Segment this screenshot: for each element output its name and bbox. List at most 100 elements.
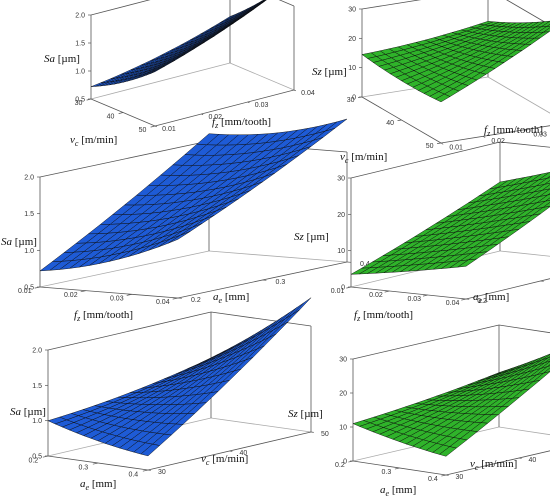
- x-tick-label: 30: [75, 100, 83, 107]
- z-tick-label: 1.5: [75, 41, 85, 48]
- surface-panel-a1: 30 40 50 0.01 0.02 0.03 0.04 0.5 1.0 1.5 2.0 Sa [µm…: [44, 0, 315, 148]
- box-edge-top-back-left: [361, 0, 422, 10]
- floor-edge-side: [499, 250, 550, 257]
- floor-edge-side: [487, 76, 550, 114]
- z-tick-label: 0: [341, 285, 345, 292]
- x-tick-label: 0.02: [64, 292, 78, 299]
- z-axis-label: Sa [µm]: [10, 406, 46, 418]
- x-tick-label: 0.4: [128, 471, 138, 478]
- x-tick-mark: [384, 290, 390, 293]
- y-tick-mark: [247, 101, 250, 104]
- z-tick-label: 1.0: [24, 248, 34, 255]
- box-edge-top-back-right: [498, 324, 550, 334]
- y-axis-label: ae [mm]: [213, 291, 249, 305]
- floor-edge-back: [39, 250, 210, 288]
- surface-mesh: [352, 353, 550, 457]
- z-tick-label: 2.0: [32, 348, 42, 355]
- z-axis-label: Sz [µm]: [288, 408, 323, 420]
- y-tick-mark: [201, 113, 204, 116]
- x-tick-mark: [126, 293, 133, 296]
- y-tick-label: 0.01: [162, 126, 176, 133]
- z-tick-label: 2.0: [75, 13, 85, 20]
- x-tick-label: 0.4: [428, 476, 438, 483]
- x-tick-label: 0.01: [331, 288, 345, 295]
- z-tick-label: 0: [343, 459, 347, 466]
- x-tick-mark: [92, 462, 99, 465]
- box-edge-top-back-right: [506, 0, 550, 26]
- box-edge-top-back-left: [350, 141, 501, 179]
- x-tick-label: 40: [107, 114, 115, 121]
- y-axis-label: fz [mm/tooth]: [212, 116, 271, 130]
- x-tick-mark: [172, 297, 179, 300]
- box-edge-top-back-left: [352, 324, 500, 360]
- y-axis-label: vc [m/min]: [201, 453, 248, 467]
- surface-mesh: [39, 118, 348, 272]
- x-tick-label: 0.03: [110, 296, 124, 303]
- surface-panel-a2: 0.01 0.02 0.03 0.04 0.2 0.3 0.4 0.5 1.0 1.5 2.0 Sa …: [1, 118, 370, 323]
- z-tick-label: 2.0: [24, 175, 34, 182]
- z-tick-label: 30: [339, 357, 347, 364]
- x-tick-mark: [118, 112, 124, 114]
- floor-edge-side: [208, 250, 348, 263]
- y-axis-label: vc [m/min]: [470, 458, 517, 472]
- floor-edge-side: [210, 417, 312, 433]
- box-edge-top-back-right: [210, 311, 312, 327]
- y-axis-line: [154, 89, 295, 127]
- x-tick-label: 50: [426, 143, 434, 150]
- z-axis-label: Sz [µm]: [294, 231, 329, 243]
- floor-edge-side: [229, 62, 295, 91]
- x-tick-mark: [394, 467, 400, 470]
- z-tick-label: 10: [337, 248, 345, 255]
- y-tick-label: 0.03: [533, 131, 547, 138]
- x-tick-mark: [441, 474, 447, 477]
- y-tick-label: 50: [321, 431, 329, 438]
- y-tick-label: 40: [528, 457, 536, 464]
- z-tick-label: 20: [337, 212, 345, 219]
- z-tick-label: 0.5: [24, 285, 34, 292]
- z-tick-label: 1.0: [32, 418, 42, 425]
- y-axis-line: [440, 125, 550, 144]
- surface-cell: [434, 93, 451, 103]
- y-tick-mark: [154, 125, 157, 128]
- z-axis-label: Sz [µm]: [312, 66, 347, 78]
- z-tick-label: 20: [339, 391, 347, 398]
- surface-cell: [438, 446, 457, 457]
- x-tick-label: 0.03: [407, 296, 421, 303]
- y-axis-label: ae [mm]: [473, 291, 509, 305]
- x-tick-mark: [142, 469, 149, 472]
- box-edge-top-back-left: [47, 311, 212, 351]
- surface-mesh: [350, 172, 550, 275]
- surface-cell: [292, 297, 312, 315]
- x-axis-label: ae [mm]: [80, 478, 116, 492]
- z-tick-label: 0: [352, 95, 356, 102]
- box-edge-top-back-right: [278, 0, 295, 7]
- z-tick-label: 1.5: [32, 383, 42, 390]
- x-tick-mark: [150, 125, 156, 128]
- surface-cell: [546, 24, 550, 27]
- y-tick-label: 0.2: [477, 298, 487, 305]
- x-tick-label: 0.3: [381, 469, 391, 476]
- floor-edge-back: [90, 62, 231, 100]
- y-tick-label: 0.01: [449, 145, 463, 152]
- x-tick-label: 0.04: [446, 300, 460, 307]
- y-tick-label: 0.03: [255, 102, 269, 109]
- y-tick-mark: [524, 129, 528, 132]
- surface-cell: [150, 65, 166, 74]
- y-tick-label: 0.2: [191, 297, 201, 304]
- box-edge-top-back-right: [499, 141, 550, 148]
- z-tick-label: 1.0: [75, 69, 85, 76]
- surface-cell: [457, 258, 477, 268]
- x-axis-label: fz [mm/tooth]: [354, 309, 413, 323]
- box-edge-top-back-left: [39, 140, 210, 178]
- x-tick-label: 0.2: [28, 457, 38, 464]
- y-tick-mark: [482, 136, 486, 138]
- y-tick-label: 40: [240, 450, 248, 457]
- x-tick-mark: [461, 298, 467, 301]
- y-tick-label: 0.3: [276, 279, 286, 286]
- y-tick-label: 0.4: [360, 261, 370, 268]
- z-tick-label: 20: [348, 36, 356, 43]
- x-tick-label: 50: [139, 127, 147, 134]
- z-tick-label: 30: [337, 176, 345, 183]
